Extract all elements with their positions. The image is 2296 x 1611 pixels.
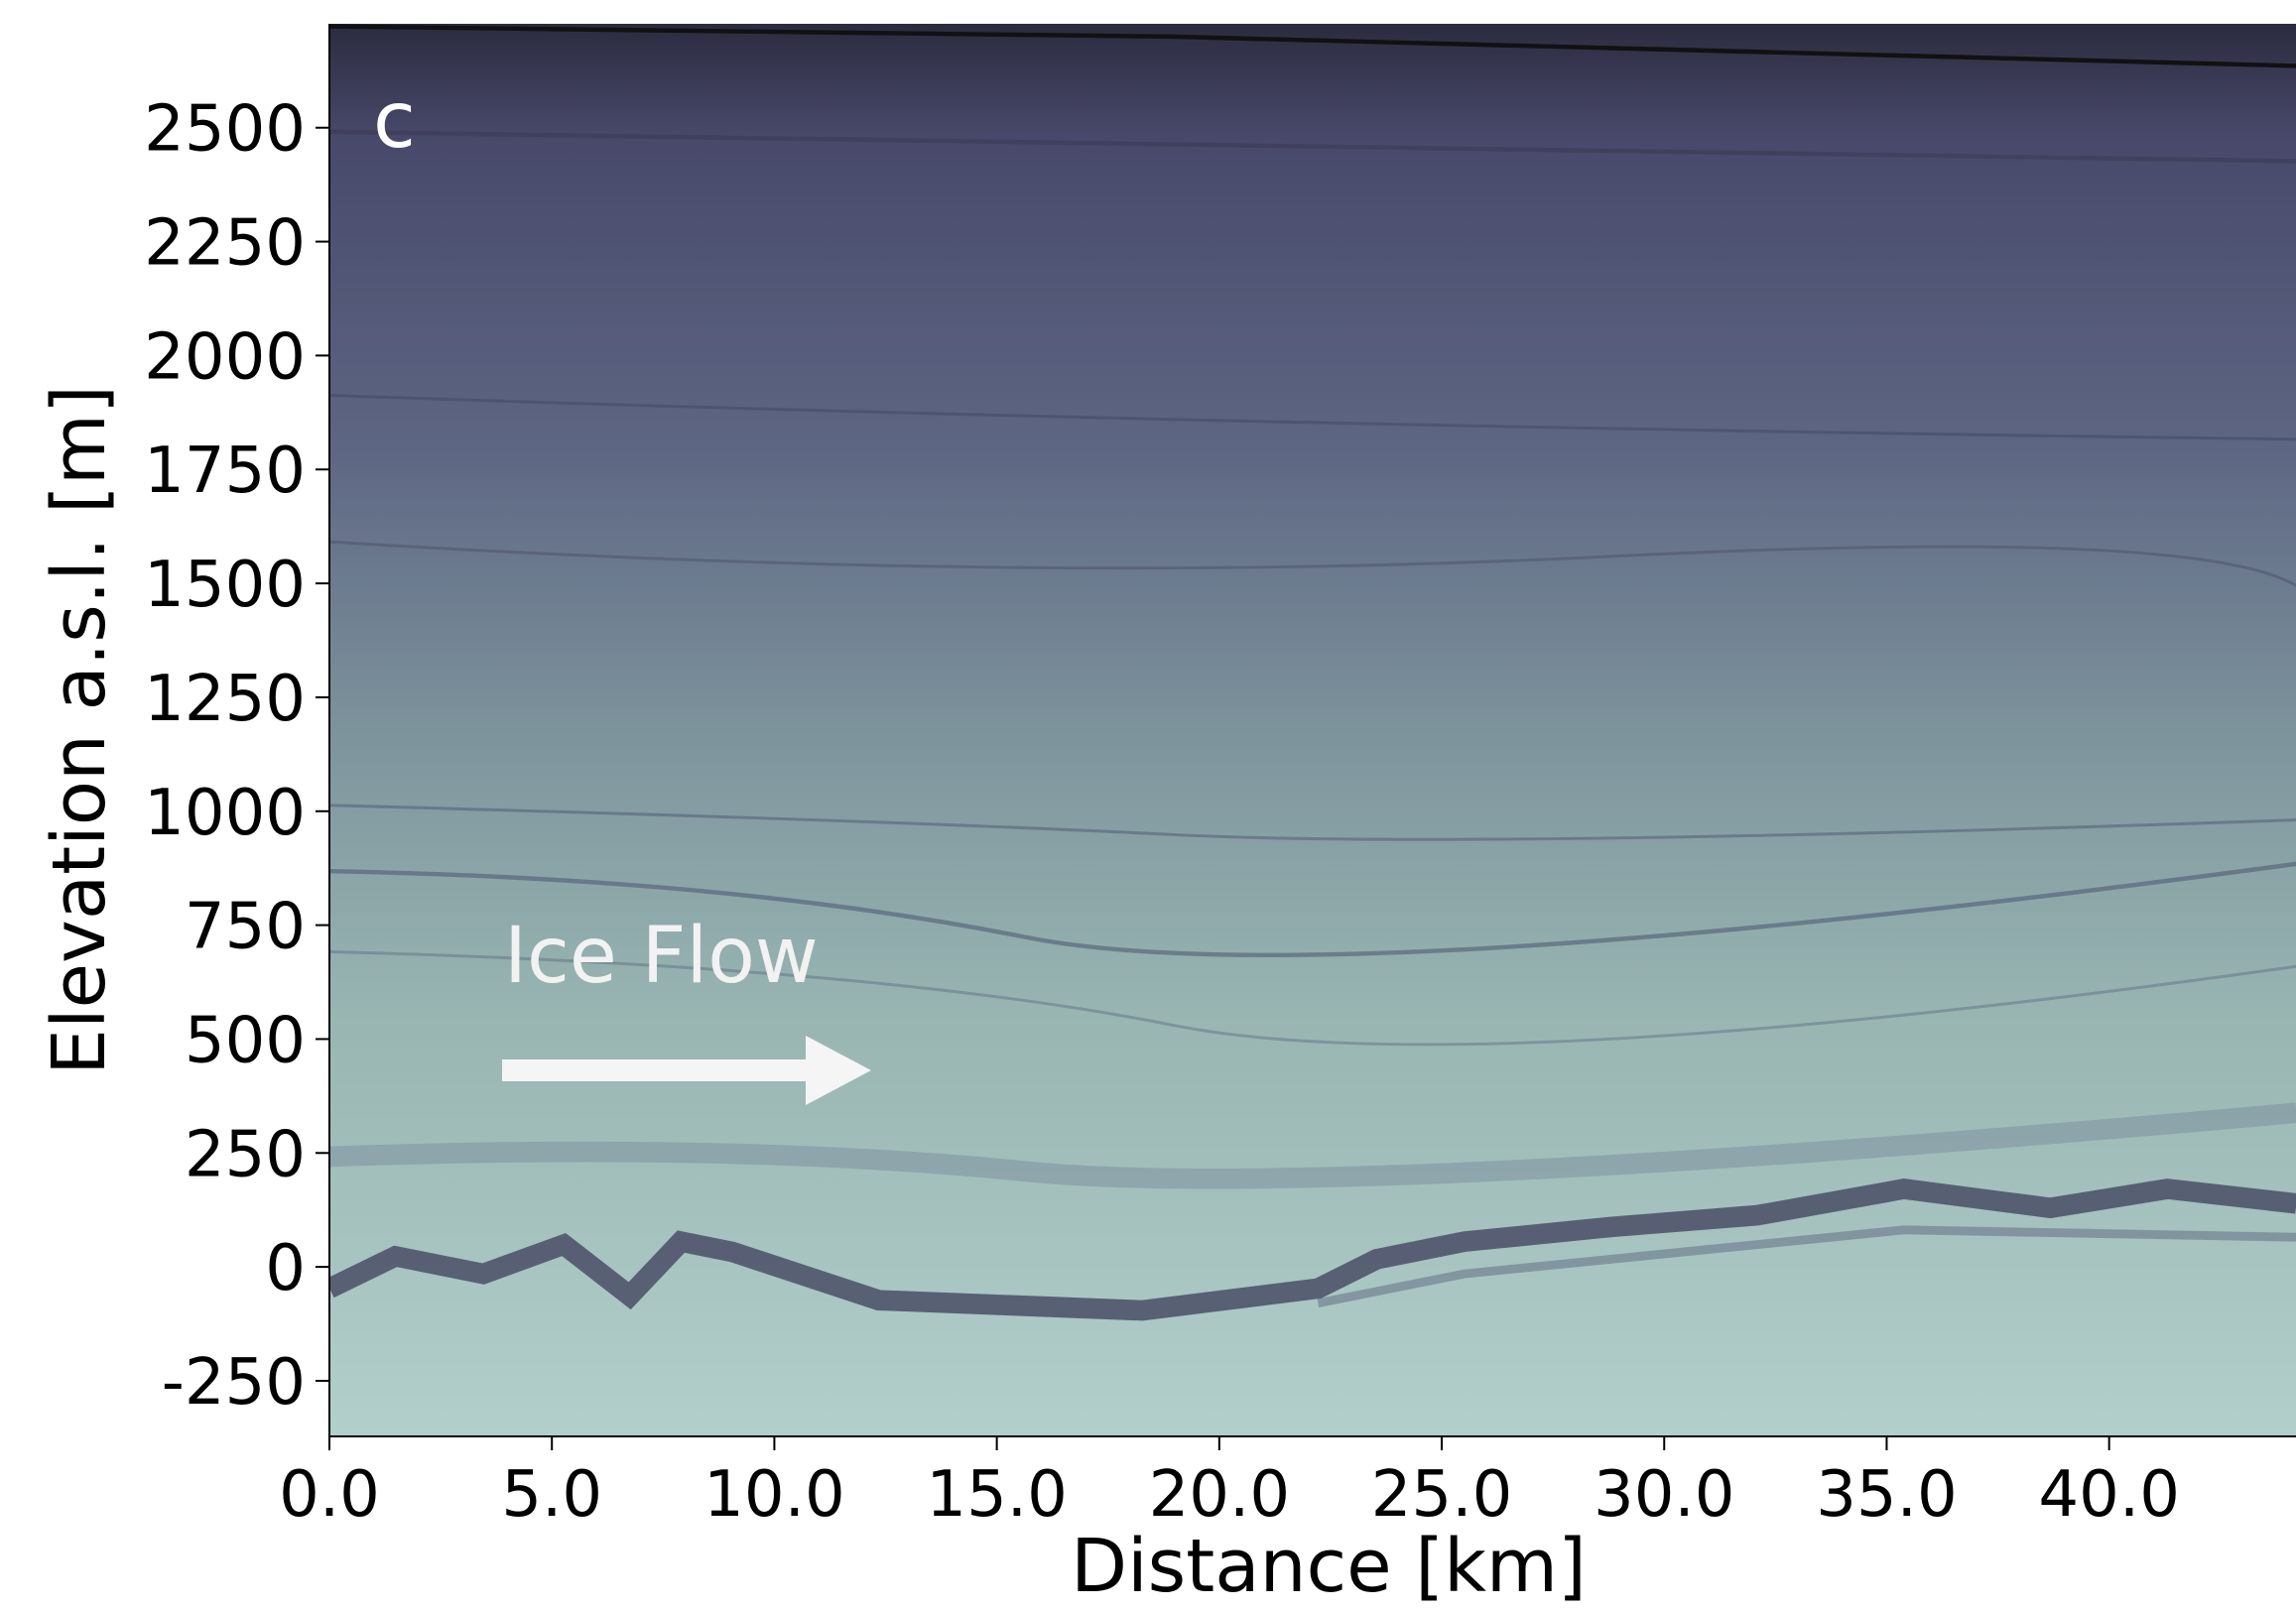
y-tick-label: 750 — [185, 891, 306, 964]
y-tick-label: 2000 — [144, 320, 306, 394]
y-tick-label: 1250 — [144, 663, 306, 736]
radargram-image — [329, 24, 2296, 1436]
x-tick-label: 25.0 — [1371, 1458, 1513, 1532]
y-tick-label: 250 — [185, 1118, 306, 1191]
x-tick-label: 0.0 — [279, 1458, 380, 1532]
x-tick-label: 35.0 — [1816, 1458, 1958, 1532]
annotation: Ice Flow — [504, 912, 819, 1001]
y-tick-label: 1750 — [144, 434, 306, 508]
y-axis-label: Elevation a.s.l. [m] — [37, 385, 122, 1075]
y-tick-label: 2250 — [144, 207, 306, 281]
x-tick-label: 5.0 — [501, 1458, 602, 1532]
y-tick-label: 2500 — [144, 93, 306, 167]
x-tick-label: 40.0 — [2038, 1458, 2180, 1532]
page: {"chart_data": {"type": "radargram", "pa… — [0, 0, 2296, 1611]
panel-label: c — [373, 76, 416, 166]
y-tick-label: -250 — [162, 1346, 306, 1420]
x-axis-label: Distance [km] — [1071, 1524, 1587, 1609]
y-tick-label: 0 — [265, 1232, 306, 1305]
x-tick-label: 10.0 — [703, 1458, 845, 1532]
x-tick-label: 20.0 — [1149, 1458, 1291, 1532]
x-tick-label: 15.0 — [926, 1458, 1068, 1532]
y-tick-label: 500 — [185, 1004, 306, 1077]
x-tick-label: 30.0 — [1594, 1458, 1735, 1532]
y-tick-label: 1500 — [144, 549, 306, 622]
y-tick-label: 1000 — [144, 777, 306, 850]
chart: c Ice Flow Distance [km] Elevation a.s.l… — [0, 0, 2296, 1611]
